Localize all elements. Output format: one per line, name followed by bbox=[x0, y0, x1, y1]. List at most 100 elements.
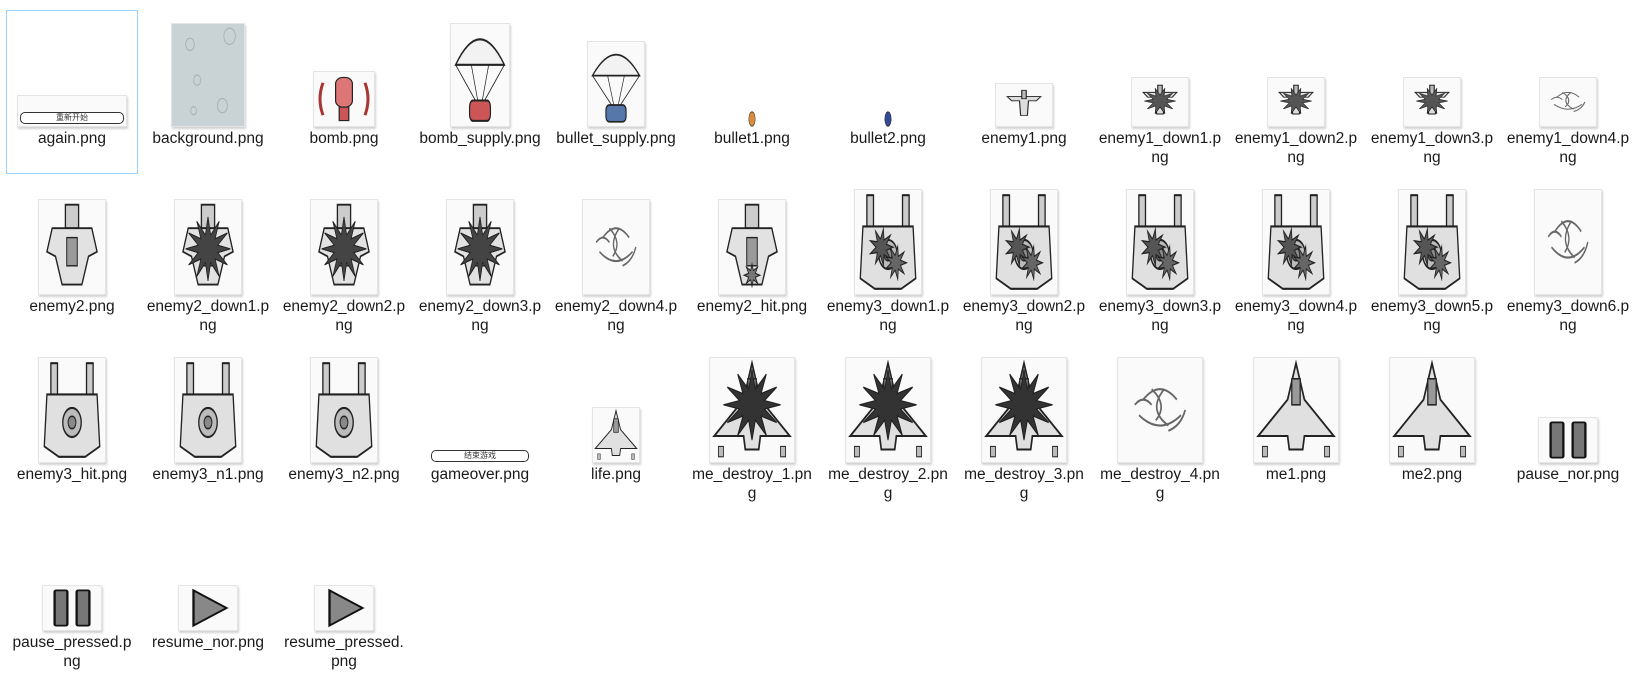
file-item[interactable]: me_destroy_4.png bbox=[1094, 346, 1226, 510]
medium-enemy-explosion-icon bbox=[174, 199, 242, 295]
file-thumbnail bbox=[143, 11, 273, 127]
file-item[interactable]: enemy2_hit.png bbox=[686, 178, 818, 342]
file-name-label: bullet2.png bbox=[850, 130, 926, 147]
file-item[interactable]: enemy3_down5.png bbox=[1366, 178, 1498, 342]
file-item[interactable]: me2.png bbox=[1366, 346, 1498, 510]
file-name-label: bomb_supply.png bbox=[419, 130, 541, 147]
file-item[interactable]: enemy1.png bbox=[958, 10, 1090, 174]
file-name-label: gameover.png bbox=[430, 466, 530, 483]
file-name-label: pause_nor.png bbox=[1516, 466, 1620, 483]
file-item[interactable]: enemy3_n1.png bbox=[142, 346, 274, 510]
resume-icon bbox=[314, 585, 374, 631]
file-name-label: resume_nor.png bbox=[151, 634, 265, 651]
file-item[interactable]: enemy2_down3.png bbox=[414, 178, 546, 342]
file-thumbnail bbox=[415, 11, 545, 127]
file-item[interactable]: 重新开始 again.png bbox=[6, 10, 138, 174]
file-name-label: enemy3_down3.png bbox=[1098, 298, 1222, 334]
file-item[interactable]: enemy1_down2.png bbox=[1230, 10, 1362, 174]
file-item[interactable]: resume_pressed.png bbox=[278, 514, 410, 678]
file-name-label: enemy1_down3.png bbox=[1370, 130, 1494, 166]
small-enemy-plane-icon bbox=[995, 83, 1053, 127]
bullet-supply-parachute-icon bbox=[587, 41, 645, 127]
file-item[interactable]: background.png bbox=[142, 10, 274, 174]
file-item[interactable]: enemy3_down3.png bbox=[1094, 178, 1226, 342]
file-name-label: enemy1_down1.png bbox=[1098, 130, 1222, 166]
small-enemy-explosion-icon bbox=[1403, 77, 1461, 127]
file-thumbnail bbox=[823, 11, 953, 127]
file-item[interactable]: 结束游戏 gameover.png bbox=[414, 346, 546, 510]
file-thumbnail: 重新开始 bbox=[7, 11, 137, 127]
file-name-label: enemy3_n2.png bbox=[288, 466, 400, 483]
file-name-label: enemy2_hit.png bbox=[696, 298, 808, 315]
file-item[interactable]: enemy3_n2.png bbox=[278, 346, 410, 510]
file-item[interactable]: bullet_supply.png bbox=[550, 10, 682, 174]
file-thumbnail bbox=[7, 515, 137, 631]
medium-enemy-explosion-icon bbox=[310, 199, 378, 295]
medium-enemy-plane-icon bbox=[38, 199, 106, 295]
file-name-label: me_destroy_4.png bbox=[1100, 466, 1220, 502]
file-name-label: background.png bbox=[152, 130, 264, 147]
file-name-label: enemy2_down1.png bbox=[146, 298, 270, 334]
file-name-label: me1.png bbox=[1265, 466, 1327, 483]
file-item[interactable]: enemy3_hit.png bbox=[6, 346, 138, 510]
file-item[interactable]: bullet2.png bbox=[822, 10, 954, 174]
file-item[interactable]: pause_nor.png bbox=[1502, 346, 1634, 510]
file-thumbnail bbox=[279, 11, 409, 127]
file-thumbnail bbox=[1095, 179, 1225, 295]
file-item[interactable]: enemy3_down2.png bbox=[958, 178, 1090, 342]
file-item[interactable]: pause_pressed.png bbox=[6, 514, 138, 678]
file-item[interactable]: me_destroy_3.png bbox=[958, 346, 1090, 510]
file-item[interactable]: enemy3_down1.png bbox=[822, 178, 954, 342]
file-item[interactable]: enemy2_down2.png bbox=[278, 178, 410, 342]
file-item[interactable]: enemy2_down4.png bbox=[550, 178, 682, 342]
file-item[interactable]: enemy2_down1.png bbox=[142, 178, 274, 342]
file-item[interactable]: bullet1.png bbox=[686, 10, 818, 174]
player-plane-explosion-icon bbox=[981, 357, 1067, 463]
file-thumbnail bbox=[823, 179, 953, 295]
file-item[interactable]: enemy3_down6.png bbox=[1502, 178, 1634, 342]
file-item[interactable]: enemy1_down4.png bbox=[1502, 10, 1634, 174]
file-thumbnail bbox=[551, 179, 681, 295]
file-item[interactable]: bomb_supply.png bbox=[414, 10, 546, 174]
file-item[interactable]: enemy1_down3.png bbox=[1366, 10, 1498, 174]
file-thumbnail bbox=[1503, 11, 1633, 127]
file-thumbnail bbox=[687, 11, 817, 127]
file-item[interactable]: resume_nor.png bbox=[142, 514, 274, 678]
file-name-label: enemy1_down4.png bbox=[1506, 130, 1630, 166]
file-item[interactable]: me_destroy_2.png bbox=[822, 346, 954, 510]
file-thumbnail bbox=[279, 179, 409, 295]
file-item[interactable]: enemy3_down4.png bbox=[1230, 178, 1362, 342]
file-name-label: me_destroy_3.png bbox=[964, 466, 1084, 502]
file-name-label: enemy3_hit.png bbox=[16, 466, 128, 483]
file-name-label: me_destroy_1.png bbox=[692, 466, 812, 502]
player-plane-explosion-icon bbox=[709, 357, 795, 463]
file-name-label: enemy2_down4.png bbox=[554, 298, 678, 334]
file-name-label: enemy1_down2.png bbox=[1234, 130, 1358, 166]
file-thumbnail bbox=[7, 347, 137, 463]
file-thumbnail bbox=[143, 347, 273, 463]
file-item[interactable]: enemy1_down1.png bbox=[1094, 10, 1226, 174]
life-plane-icon bbox=[592, 407, 640, 463]
file-thumbnail bbox=[687, 347, 817, 463]
file-name-label: enemy1.png bbox=[981, 130, 1067, 147]
file-thumbnail bbox=[1095, 347, 1225, 463]
large-enemy-explosion-icon bbox=[854, 189, 922, 295]
file-item[interactable]: life.png bbox=[550, 346, 682, 510]
file-thumbnail bbox=[1231, 11, 1361, 127]
large-enemy-explosion-icon bbox=[1126, 189, 1194, 295]
file-name-label: enemy2_down3.png bbox=[418, 298, 542, 334]
file-name-label: bullet1.png bbox=[714, 130, 790, 147]
file-item[interactable]: me1.png bbox=[1230, 346, 1362, 510]
file-item[interactable]: me_destroy_1.png bbox=[686, 346, 818, 510]
file-item[interactable]: bomb.png bbox=[278, 10, 410, 174]
file-item[interactable]: enemy2.png bbox=[6, 178, 138, 342]
file-name-label: enemy3_n1.png bbox=[152, 466, 264, 483]
file-thumbnail bbox=[1367, 11, 1497, 127]
file-name-label: enemy3_down5.png bbox=[1370, 298, 1494, 334]
player-plane-icon bbox=[1389, 357, 1475, 463]
player-plane-icon bbox=[1253, 357, 1339, 463]
background-texture-icon bbox=[171, 23, 245, 127]
file-name-label: bomb.png bbox=[309, 130, 379, 147]
gameover-button-icon: 结束游戏 bbox=[428, 449, 532, 463]
